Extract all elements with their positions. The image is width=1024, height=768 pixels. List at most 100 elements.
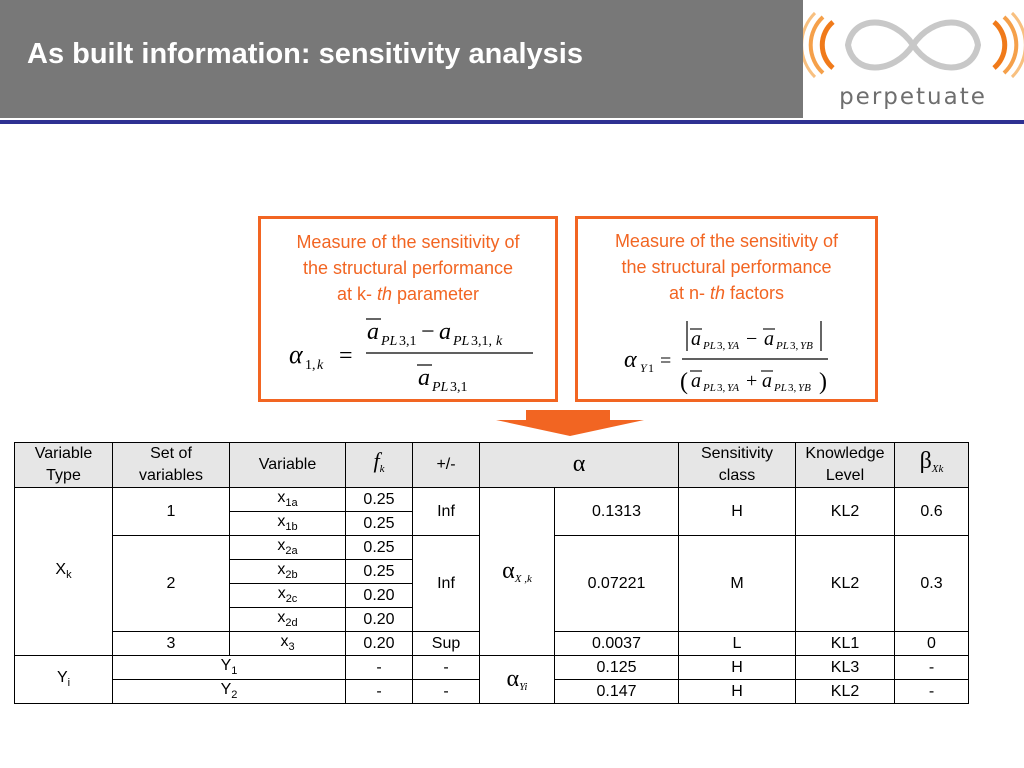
beta-cell: 0 — [894, 631, 969, 656]
svg-text:PL: PL — [702, 382, 716, 394]
logo — [800, 0, 1024, 120]
box-right-line1: Measure of the sensitivity of — [614, 231, 839, 251]
svg-text:3,1: 3,1 — [399, 334, 417, 349]
variable-cell: x1b — [229, 511, 346, 536]
svg-text:α: α — [624, 347, 637, 373]
svg-text:PL: PL — [380, 334, 398, 349]
formula-alpha-y: α Y 1 = a PL 3, YA − a PL 3, YB ( a PL 3… — [624, 321, 828, 395]
box-left-line2: the structural performance — [302, 258, 514, 278]
alpha-value-cell: 0.07221 — [554, 535, 679, 632]
f-cell: - — [345, 655, 413, 680]
header-knowledge: Knowledge Level — [795, 442, 895, 488]
f-cell: 0.25 — [345, 511, 413, 536]
svg-text:PL: PL — [431, 380, 449, 395]
svg-text:3,: 3, — [790, 340, 799, 352]
f-cell: 0.20 — [345, 607, 413, 632]
header-sensitivity: Sensitivity class — [678, 442, 796, 488]
alpha-yi-cell: αYi — [479, 655, 555, 704]
alpha-value-cell: 0.1313 — [554, 487, 679, 536]
set-cell: 3 — [112, 631, 230, 656]
box-right-line3: at n- th factors — [668, 283, 785, 303]
beta-cell: 0.3 — [894, 535, 969, 632]
pm-cell: Sup — [412, 631, 480, 656]
svg-text:YB: YB — [800, 340, 813, 352]
header-f: fk — [345, 442, 413, 488]
f-cell: 0.20 — [345, 583, 413, 608]
svg-text:=: = — [660, 350, 671, 372]
svg-text:PL: PL — [773, 382, 787, 394]
header-rule — [0, 120, 1024, 124]
svg-text:1,: 1, — [305, 358, 316, 373]
svg-text:α: α — [289, 340, 304, 369]
table-row: 3 x3 0.20 Sup 0.0037 L KL1 0 — [15, 631, 969, 656]
variable-cell: x1a — [229, 487, 346, 512]
alpha-xk-cell: αX ,k — [479, 487, 555, 656]
svg-text:YA: YA — [727, 340, 739, 352]
svg-text:k: k — [317, 358, 324, 373]
xk-cell: Xk — [14, 487, 113, 656]
svg-text:PL: PL — [452, 334, 470, 349]
beta-cell: - — [894, 655, 969, 680]
know-cell: KL2 — [795, 679, 895, 704]
beta-cell: - — [894, 679, 969, 704]
infinity-logo-icon — [800, 11, 1024, 79]
sens-cell: H — [678, 655, 796, 680]
f-cell: 0.25 — [345, 559, 413, 584]
know-cell: KL2 — [795, 535, 895, 632]
sensitivity-factor-box: Measure of the sensitivity of the struct… — [575, 216, 878, 402]
alpha-value-cell: 0.125 — [554, 655, 679, 680]
table-row: Xk 1 x1a 0.25 Inf αX ,k 0.1313 H KL2 0.6 — [14, 487, 969, 656]
know-cell: KL1 — [795, 631, 895, 656]
variable-cell: x2a — [229, 535, 346, 560]
svg-text:a: a — [367, 319, 379, 345]
yi-cell: Yi — [14, 655, 113, 704]
svg-text:a: a — [764, 328, 774, 350]
svg-text:3,: 3, — [717, 340, 726, 352]
box-right-line2: the structural performance — [621, 257, 832, 277]
box-left-line3: at k- th parameter — [336, 284, 480, 304]
know-cell: KL3 — [795, 655, 895, 680]
variable-cell: x2d — [229, 607, 346, 632]
svg-text:3,: 3, — [788, 382, 797, 394]
variable-cell: Y2 — [112, 679, 346, 704]
svg-text:3,1,: 3,1, — [471, 334, 492, 349]
sens-cell: M — [678, 535, 796, 632]
variable-cell: x2c — [229, 583, 346, 608]
svg-text:−: − — [421, 319, 435, 345]
svg-text:+: + — [746, 370, 757, 392]
svg-text:YB: YB — [798, 382, 811, 394]
svg-text:a: a — [691, 328, 701, 350]
down-arrow-icon — [496, 410, 644, 436]
set-cell: 1 — [112, 487, 230, 536]
svg-text:a: a — [418, 365, 430, 391]
sens-cell: H — [678, 679, 796, 704]
table-header-row: Variable Type Set of variables Variable fk… — [14, 442, 969, 488]
table-row: x2b 0.25 — [15, 559, 969, 584]
svg-text:Y: Y — [640, 361, 648, 375]
header-variable-type: Variable Type — [14, 442, 113, 488]
svg-text:PL: PL — [775, 340, 789, 352]
header-variable: Variable — [229, 442, 346, 488]
svg-text:a: a — [762, 370, 772, 392]
header-beta: βXk — [894, 442, 969, 488]
variable-cell: Y1 — [112, 655, 346, 680]
page-title: As built information: sensitivity analys… — [27, 38, 583, 70]
table-row: 2 x2a 0.25 Inf 0.07221 M KL2 0.3 — [15, 535, 969, 632]
svg-text:PL: PL — [702, 340, 716, 352]
svg-text:): ) — [819, 369, 827, 395]
f-cell: 0.25 — [345, 487, 413, 512]
svg-text:a: a — [691, 370, 701, 392]
svg-text:k: k — [496, 334, 503, 349]
sensitivity-table: Variable Type Set of variables Variable fk… — [14, 442, 969, 704]
table-row: x1b 0.25 — [15, 511, 969, 536]
logo-text: perpetuate — [839, 84, 987, 110]
header-set: Set of variables — [112, 442, 230, 488]
beta-cell: 0.6 — [894, 487, 969, 536]
table-row: x2c 0.20 — [15, 583, 969, 608]
sensitivity-parameter-box: Measure of the sensitivity of the struct… — [258, 216, 558, 402]
table-row: Yi Y1 - - αYi 0.125 H KL3 - — [14, 655, 969, 704]
svg-text:=: = — [339, 343, 353, 369]
pm-cell: - — [412, 679, 480, 704]
svg-text:1: 1 — [648, 361, 654, 375]
f-cell: 0.20 — [345, 631, 413, 656]
